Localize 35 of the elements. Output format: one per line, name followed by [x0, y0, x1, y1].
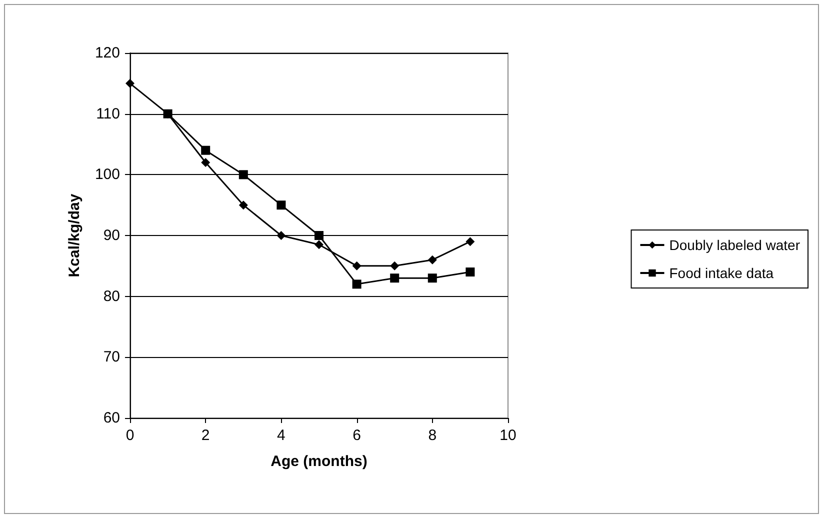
y-tick-label: 90: [103, 227, 120, 244]
point: [352, 280, 362, 289]
legend-label: Doubly labeled water: [669, 237, 800, 253]
x-tick-label: 4: [277, 427, 286, 444]
x-tick-label: 6: [352, 427, 361, 444]
point: [163, 109, 172, 118]
point: [126, 78, 134, 88]
point: [466, 268, 475, 276]
x-tick-label: 10: [500, 427, 516, 444]
point: [238, 170, 248, 180]
point: [390, 274, 400, 283]
x-tick-label: 8: [428, 427, 437, 444]
point: [390, 261, 400, 270]
point: [314, 231, 324, 240]
point: [352, 261, 362, 270]
y-tick-label: 60: [103, 410, 120, 426]
legend-label: Food intake data: [669, 265, 774, 281]
point: [428, 274, 437, 283]
point: [201, 146, 210, 155]
point: [314, 240, 324, 250]
point: [276, 200, 286, 210]
x-tick-label: 2: [201, 427, 210, 444]
y-tick-label: 120: [94, 44, 120, 62]
point: [201, 158, 210, 167]
x-axis-title: Age (months): [270, 453, 368, 470]
y-tick-label: 110: [96, 105, 120, 122]
y-axis-title: Kcal/kg/day: [66, 193, 83, 278]
point: [428, 255, 437, 264]
point: [466, 237, 475, 246]
y-tick-label: 100: [94, 166, 120, 184]
point: [276, 231, 286, 240]
y-tick-label: 70: [103, 348, 120, 366]
y-tick-label: 80: [103, 288, 120, 305]
point: [238, 200, 248, 210]
x-tick-label: 0: [126, 427, 134, 444]
